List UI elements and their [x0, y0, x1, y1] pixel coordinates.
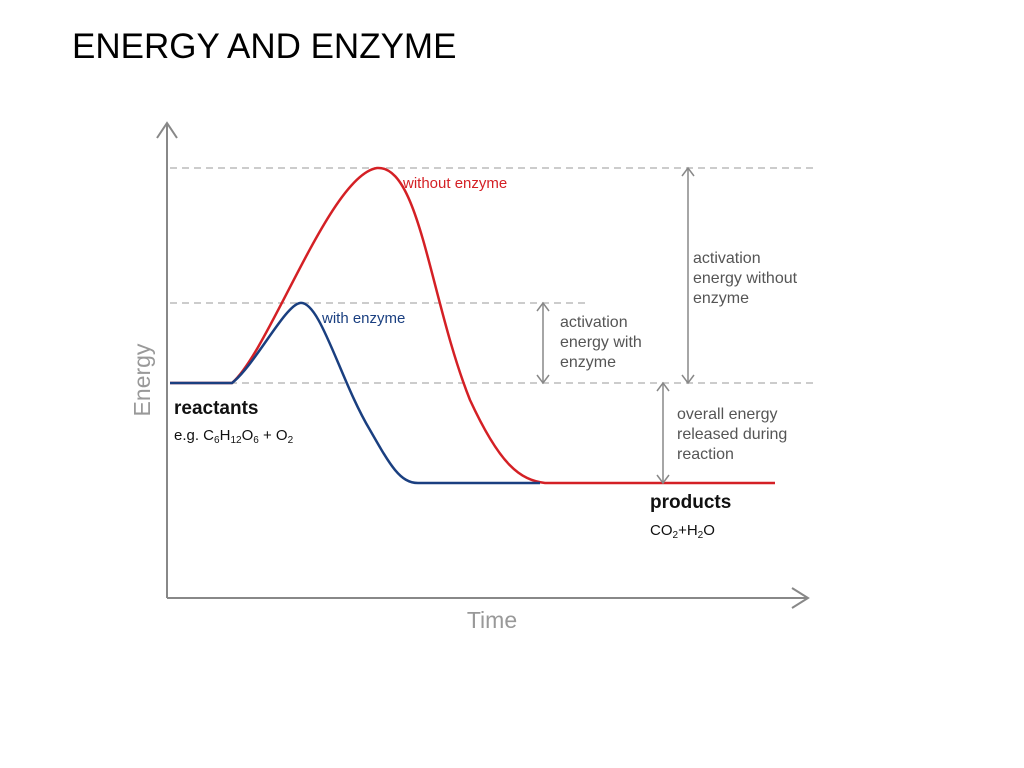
slide-title: ENERGY AND ENZYME — [72, 27, 456, 66]
note-line: energy with — [560, 334, 642, 351]
arrows — [536, 166, 695, 485]
guide-lines — [170, 167, 815, 384]
reactants-label: reactants — [174, 398, 259, 419]
y-axis-label: Energy — [129, 343, 155, 416]
note-line: activation — [560, 314, 628, 331]
x-axis-label: Time — [467, 607, 517, 633]
arrowhead — [681, 166, 695, 177]
arrowhead — [656, 474, 670, 485]
axes — [156, 121, 810, 609]
note-line: energy without — [693, 270, 798, 287]
curve-with-enzyme — [170, 301, 540, 485]
formula-part: O — [242, 427, 254, 444]
subscript: 2 — [698, 530, 704, 541]
note-line: enzyme — [560, 354, 616, 371]
subscript: 6 — [214, 435, 220, 446]
note-line: enzyme — [693, 290, 749, 307]
formula: e.g. C6H12O6 + O2 — [174, 427, 294, 446]
formula-part: +H — [678, 522, 698, 539]
note-line: overall energy — [677, 406, 778, 423]
formula-part: H — [220, 427, 231, 444]
products-label: products — [650, 492, 731, 513]
subscript: 12 — [230, 435, 242, 446]
arrowhead — [536, 374, 550, 385]
formula-part: e.g. C — [174, 427, 214, 444]
note-line: activation — [693, 250, 761, 267]
note-line: reaction — [677, 446, 734, 463]
note-line: released during — [677, 426, 787, 443]
curve-without-enzyme — [170, 166, 775, 485]
arrowhead — [656, 381, 670, 392]
formula-part: + O — [259, 427, 288, 444]
arrowhead — [681, 374, 695, 385]
curve-label: without enzyme — [402, 175, 507, 192]
formula-part: CO — [650, 522, 673, 539]
curve-label: with enzyme — [321, 310, 405, 327]
x-arrowhead — [791, 587, 810, 609]
formula: CO2+H2O — [650, 522, 715, 541]
formula-part: O — [703, 522, 715, 539]
subscript: 2 — [673, 530, 679, 541]
subscript: 6 — [253, 435, 259, 446]
arrowhead — [536, 301, 550, 312]
subscript: 2 — [288, 435, 294, 446]
y-arrowhead — [156, 121, 178, 139]
